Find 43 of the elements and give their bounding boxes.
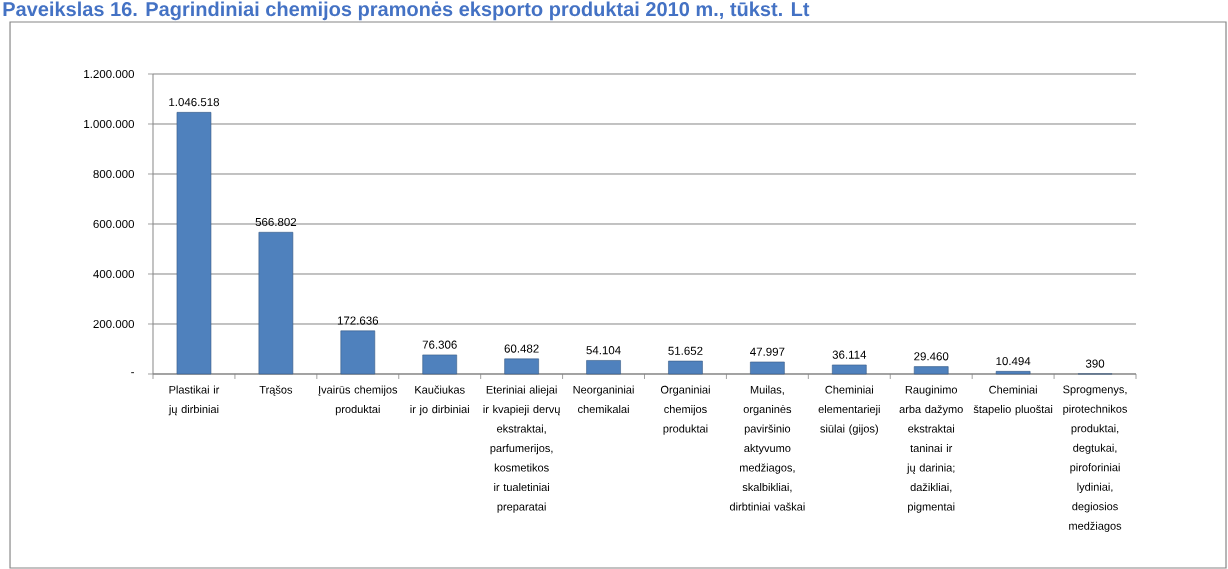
data-label: 76.306: [422, 340, 457, 349]
chart-title: Paveikslas 16. Pagrindiniai chemijos pramonės eksporto produktai 2010 m., tūkst. Lt: [3, 1, 810, 21]
x-tick-label: Trąšos: [259, 385, 293, 396]
data-label: 54.104: [586, 346, 621, 355]
x-tick-label: Cheminiai štapelio pluoštai: [973, 385, 1053, 416]
x-tick-label: Plastikai ir jų dirbiniai: [168, 385, 220, 416]
data-label: 51.652: [668, 346, 703, 355]
y-tick-label: 800.000: [93, 169, 135, 179]
bar: [995, 371, 1031, 375]
y-tick-label: 1.200.000: [84, 69, 135, 79]
y-tick-label: 400.000: [93, 269, 135, 279]
x-tick-label: Kaučiukas ir jo dirbiniai: [410, 385, 469, 416]
bar: [340, 330, 376, 375]
y-tick-label: -: [131, 372, 134, 374]
x-tick-label: Sprogmenys, pirotechnikos produktai, degtukai, piroforiniai lydiniai, degiosios medžiagos: [1063, 385, 1128, 532]
data-label: 1.046.518: [169, 98, 220, 107]
bar: [668, 360, 703, 375]
x-tick-label: Įvairūs chemijos produktai: [318, 385, 398, 416]
data-label: 47.997: [750, 347, 785, 356]
bar: [750, 361, 785, 375]
bar: [176, 112, 212, 375]
bar: [913, 366, 949, 375]
x-tick-label: Cheminiai elementarieji siūlai (gijos): [818, 385, 880, 435]
bar: [832, 364, 867, 375]
bar: [586, 360, 621, 375]
y-tick-label: 1.000.000: [84, 119, 135, 129]
x-tick-label: Rauginimo arba dažymo ekstraktai taninai ir jų darinia; dažikliai, pigmentai: [899, 385, 963, 513]
data-label: 172.636: [337, 316, 379, 325]
data-label: 29.460: [914, 352, 949, 361]
y-tick-label: 200.000: [93, 319, 135, 329]
bar: [504, 358, 539, 375]
bar: [258, 231, 294, 375]
x-tick-label: Neorganiniai chemikalai: [573, 385, 634, 414]
x-tick-label: Muilas, organinės paviršinio aktyvumo medžiagos, skalbikliai, dirbtiniai vaškai: [729, 385, 805, 511]
y-tick-label: 600.000: [93, 219, 135, 229]
data-label: 36.114: [832, 350, 867, 359]
x-tick-label: Eteriniai aliejai ir kvapieji dervų ekstraktai, parfumerijos, kosmetikos ir tualetiniai preparatai: [483, 385, 560, 513]
data-label: 566.802: [255, 217, 297, 227]
x-tick-label: Organiniai chemijos produktai: [660, 385, 710, 435]
bar: [422, 354, 458, 375]
data-label: 10.494: [996, 357, 1031, 366]
data-label: 390: [1085, 359, 1105, 368]
data-label: 60.482: [504, 344, 539, 353]
